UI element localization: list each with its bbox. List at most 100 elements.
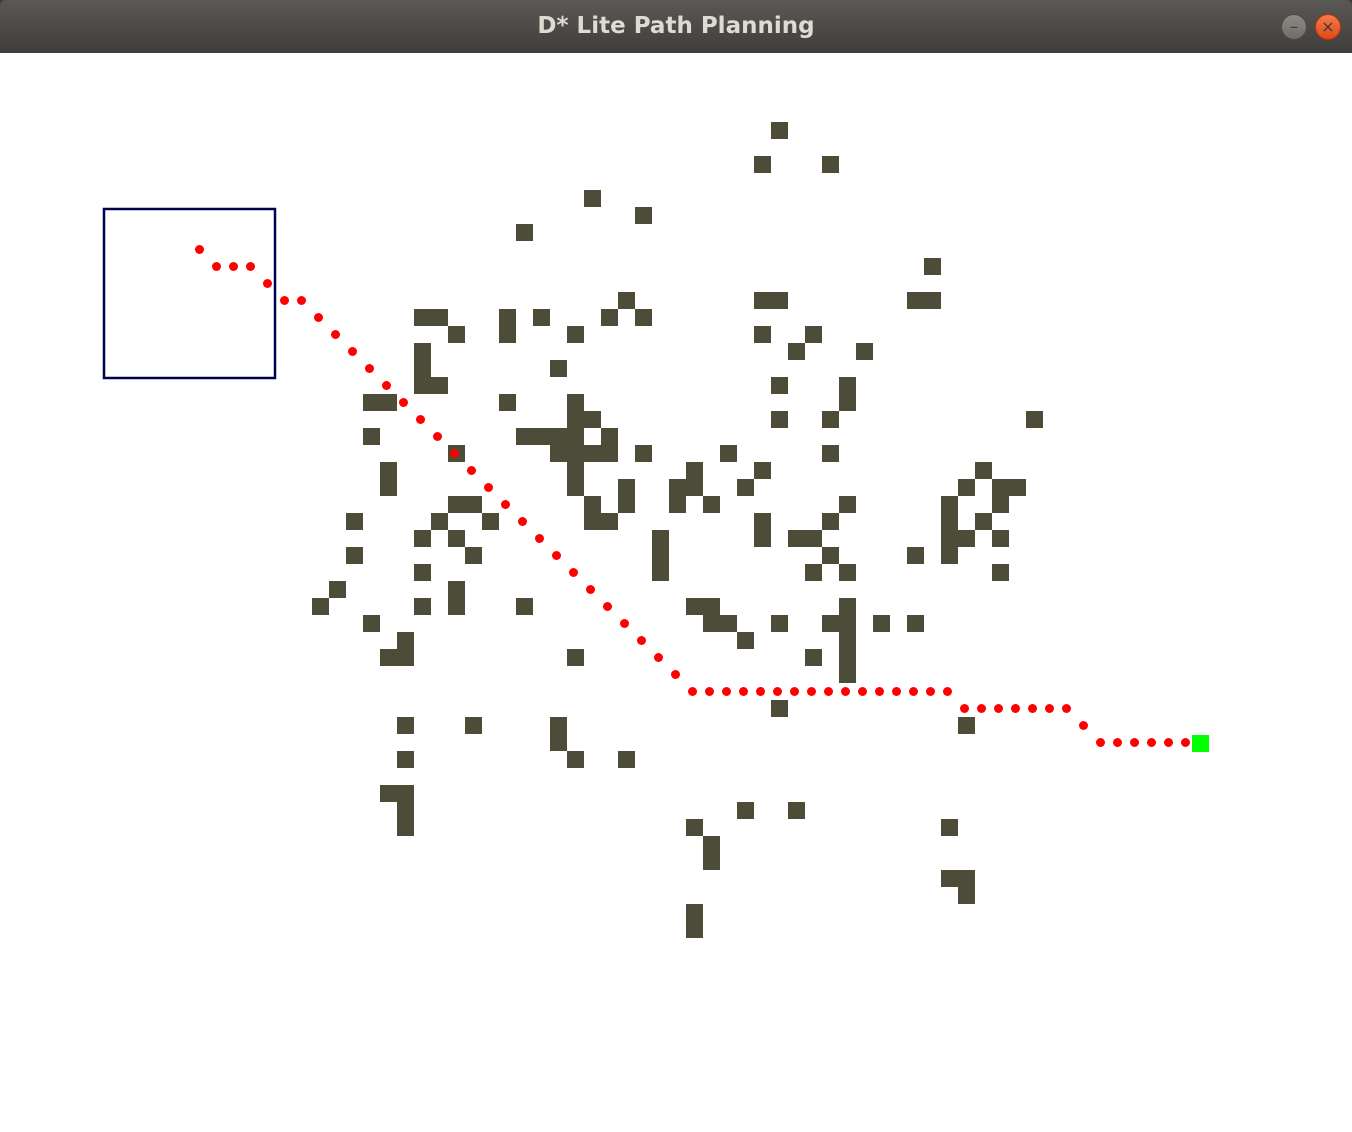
path-point (314, 313, 323, 322)
obstacle-cell (618, 292, 635, 309)
obstacle-cell (635, 445, 652, 462)
obstacle-cell (567, 445, 584, 462)
obstacle-cell (397, 632, 414, 649)
obstacle-cell (703, 615, 720, 632)
obstacle-cell (516, 598, 533, 615)
obstacle-cell (805, 564, 822, 581)
obstacle-cell (992, 530, 1009, 547)
obstacle-cell (839, 615, 856, 632)
obstacle-cell (414, 309, 431, 326)
obstacle-cell (686, 904, 703, 921)
minimize-button[interactable]: – (1281, 14, 1307, 40)
obstacle-cell (805, 326, 822, 343)
path-point (1011, 704, 1020, 713)
obstacle-cell (516, 428, 533, 445)
obstacle-cell (771, 615, 788, 632)
obstacle-cell (686, 921, 703, 938)
path-point (620, 619, 629, 628)
obstacle-cell (822, 615, 839, 632)
obstacle-cell (992, 479, 1009, 496)
path-point (518, 517, 527, 526)
obstacle-cell (652, 530, 669, 547)
obstacle-cell (737, 479, 754, 496)
obstacle-cell (533, 428, 550, 445)
obstacle-cell (1026, 411, 1043, 428)
path-point (739, 687, 748, 696)
obstacle-cell (567, 649, 584, 666)
window-title: D* Lite Path Planning (537, 13, 815, 39)
obstacle-cell (771, 377, 788, 394)
obstacle-cell (754, 156, 771, 173)
title-bar[interactable]: D* Lite Path Planning – × (0, 0, 1352, 53)
obstacle-cell (839, 666, 856, 683)
obstacle-cell (737, 802, 754, 819)
path-point (1147, 738, 1156, 747)
obstacle-cell (414, 530, 431, 547)
obstacle-cell (669, 479, 686, 496)
path-point (1096, 738, 1105, 747)
sensor-range-box (102, 207, 277, 380)
obstacle-cell (448, 530, 465, 547)
obstacle-cell (431, 377, 448, 394)
obstacle-cell (805, 530, 822, 547)
obstacle-cell (992, 496, 1009, 513)
path-point (1113, 738, 1122, 747)
obstacle-cell (822, 156, 839, 173)
obstacle-cell (550, 445, 567, 462)
obstacle-cell (499, 326, 516, 343)
obstacle-cell (380, 462, 397, 479)
path-point (1130, 738, 1139, 747)
obstacle-cell (414, 343, 431, 360)
obstacle-cell (686, 598, 703, 615)
obstacle-cell (397, 802, 414, 819)
obstacle-cell (941, 819, 958, 836)
path-point (926, 687, 935, 696)
obstacle-cell (839, 564, 856, 581)
obstacle-cell (567, 394, 584, 411)
obstacle-cell (703, 598, 720, 615)
obstacle-cell (788, 530, 805, 547)
grid-map (102, 122, 1209, 938)
obstacle-cell (448, 496, 465, 513)
path-point (994, 704, 1003, 713)
obstacle-cell (975, 513, 992, 530)
path-point (892, 687, 901, 696)
obstacle-cell (550, 360, 567, 377)
path-point (195, 245, 204, 254)
obstacle-cell (584, 513, 601, 530)
path-point (433, 432, 442, 441)
obstacle-cell (703, 853, 720, 870)
obstacle-cell (601, 309, 618, 326)
obstacle-cell (686, 462, 703, 479)
obstacle-cell (839, 377, 856, 394)
obstacle-cell (635, 207, 652, 224)
obstacle-cell (975, 462, 992, 479)
obstacle-cell (754, 292, 771, 309)
path-point (1164, 738, 1173, 747)
path-point (365, 364, 374, 373)
obstacle-cell (754, 326, 771, 343)
obstacle-cell (567, 326, 584, 343)
obstacle-cell (652, 564, 669, 581)
path-point (773, 687, 782, 696)
path-point (467, 466, 476, 475)
close-button[interactable]: × (1315, 14, 1341, 40)
path-point (263, 279, 272, 288)
obstacle-cell (873, 615, 890, 632)
obstacle-cell (754, 530, 771, 547)
path-point (1028, 704, 1037, 713)
obstacle-cell (550, 734, 567, 751)
obstacle-cell (618, 751, 635, 768)
obstacle-cell (567, 751, 584, 768)
obstacle-cell (567, 428, 584, 445)
path-point (535, 534, 544, 543)
path-point (348, 347, 357, 356)
path-point (382, 381, 391, 390)
obstacle-cell (618, 496, 635, 513)
path-point (212, 262, 221, 271)
obstacle-cell (397, 819, 414, 836)
obstacle-cell (618, 479, 635, 496)
path-point (875, 687, 884, 696)
close-icon: × (1321, 17, 1335, 36)
